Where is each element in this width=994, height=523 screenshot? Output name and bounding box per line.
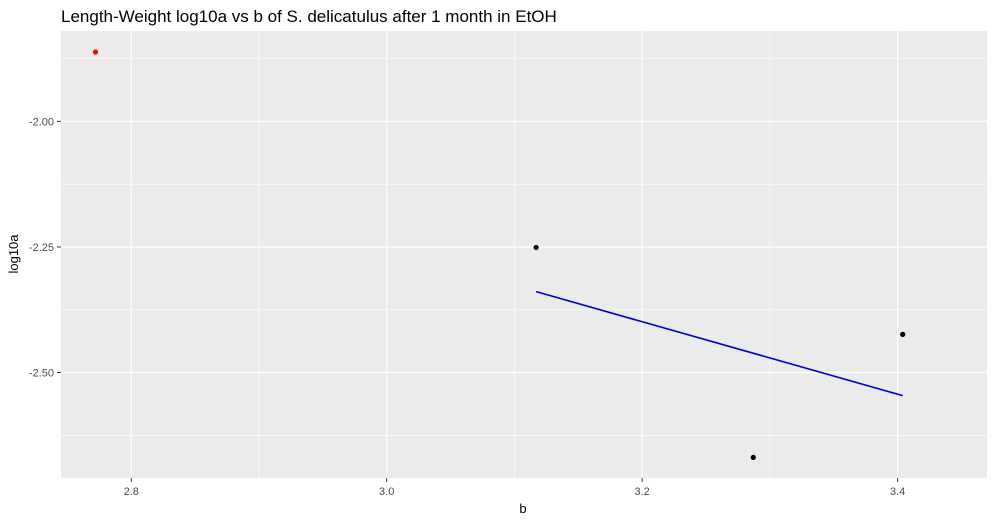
- y-tick-label: -2.50: [29, 368, 54, 380]
- major-gridlines: [61, 31, 987, 478]
- x-tick-label: 3.4: [890, 486, 905, 498]
- plot-panel: [61, 31, 987, 478]
- data-point: [750, 454, 756, 461]
- x-tick-label: 2.8: [124, 486, 139, 498]
- y-tick-label: -2.00: [29, 116, 54, 128]
- data-point: [92, 49, 99, 55]
- chart-title: Length-Weight log10a vs b of S. delicatu…: [61, 7, 557, 26]
- fit-line: [535, 290, 903, 397]
- minor-gridlines: [61, 31, 987, 478]
- data-point: [533, 244, 539, 251]
- y-tick-label: -2.25: [29, 242, 54, 254]
- x-tick-label: 3.0: [379, 486, 394, 498]
- series-layer: [92, 49, 906, 461]
- axis-ticks: 2.8 3.0 3.2 3.4 -2.00 -2.25 -2.50: [29, 116, 905, 498]
- x-axis-title: b: [519, 501, 526, 516]
- x-tick-label: 3.2: [634, 486, 649, 498]
- y-axis-title: log10a: [6, 234, 21, 274]
- data-point: [900, 331, 906, 337]
